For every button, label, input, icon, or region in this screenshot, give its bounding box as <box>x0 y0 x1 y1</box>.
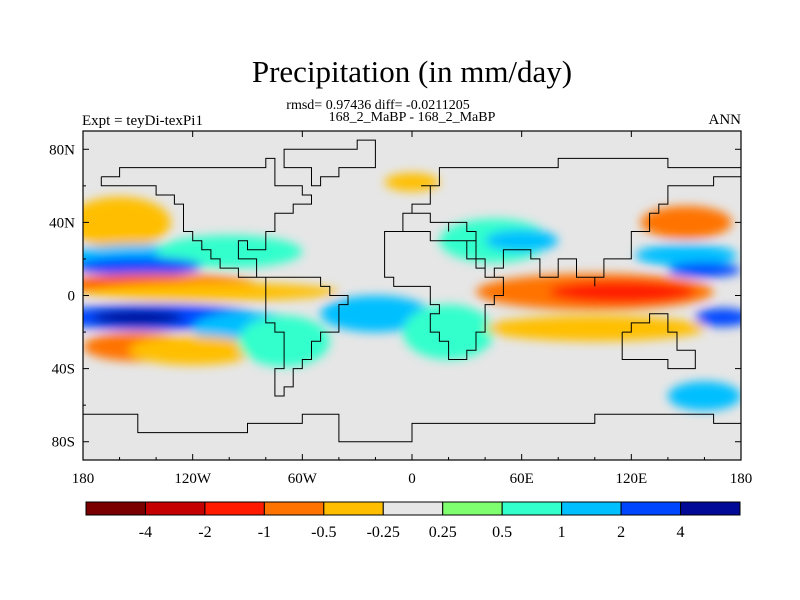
y-tick-label: 80N <box>49 142 75 158</box>
anomaly-region-22 <box>634 244 738 267</box>
anomaly-region-20 <box>485 315 705 342</box>
x-tick-label: 180 <box>72 471 95 487</box>
colorbar-swatch-10 <box>680 501 741 516</box>
colorbar-swatch-3 <box>263 501 325 516</box>
colorbar-label: -1 <box>258 524 271 541</box>
anomaly-region-9 <box>92 310 184 325</box>
colorbar-swatch-1 <box>144 501 206 516</box>
colorbar-swatch-4 <box>323 501 384 516</box>
anomaly-region-12 <box>128 335 257 365</box>
y-tick-label: 40S <box>52 362 75 378</box>
x-tick-label: 60W <box>288 471 318 487</box>
colorbar-swatch-5 <box>382 501 444 516</box>
anomaly-region-17 <box>485 229 559 252</box>
x-axis: 180 120W 60W 0 60E 120E 180 <box>72 131 753 487</box>
colorbar-label: -4 <box>139 524 152 541</box>
colorbar-swatch-2 <box>204 501 265 516</box>
colorbar-label: -2 <box>198 524 211 541</box>
anomaly-region-24 <box>695 308 741 327</box>
anomaly-region-21 <box>640 205 732 239</box>
colorbar-swatch-0 <box>85 501 146 516</box>
colorbar-label: 4 <box>677 524 685 541</box>
y-tick-label: 40N <box>49 215 75 231</box>
x-tick-label: 60E <box>510 471 534 487</box>
colorbar-label: -0.5 <box>311 524 336 541</box>
anomaly-region-25 <box>384 173 440 192</box>
anomaly-region-26 <box>667 381 741 411</box>
anomaly-region-4 <box>83 257 202 276</box>
y-tick-label: 80S <box>52 435 75 451</box>
colorbar: -4 -2 -1 -0.5 -0.25 0.25 0.5 1 2 4 <box>85 501 741 541</box>
y-axis: 80N 40N 0 40S 80S <box>49 142 741 451</box>
colorbar-label: 0.5 <box>492 524 512 541</box>
anomaly-region-23 <box>667 262 741 278</box>
colorbar-swatch-7 <box>501 501 563 516</box>
colorbar-label: 1 <box>558 524 566 541</box>
x-tick-label: 0 <box>408 471 416 487</box>
anomaly-region-7 <box>83 282 339 301</box>
anomaly-region-15 <box>402 304 495 360</box>
colorbar-label: 2 <box>617 524 625 541</box>
anomaly-region-1 <box>83 196 171 248</box>
coastline <box>83 139 741 460</box>
x-tick-label: 180 <box>730 471 753 487</box>
colorbar-label: 0.25 <box>429 524 457 541</box>
chart-subtitle-rmsd: rmsd= 0.97436 diff= -0.0211205 <box>286 98 469 113</box>
colorbar-label: -0.25 <box>367 524 400 541</box>
x-tick-label: 120E <box>615 471 647 487</box>
y-tick-label: 0 <box>68 289 76 305</box>
colorbar-swatch-9 <box>620 501 682 516</box>
chart-subtitle-experiment: 168_2_MaBP - 168_2_MaBP <box>329 110 496 125</box>
chart-right-label: ANN <box>709 112 742 128</box>
anomaly-region-19 <box>549 280 696 303</box>
colorbar-swatch-6 <box>442 501 503 516</box>
chart-left-label: Expt = teyDi-texPi1 <box>82 113 203 129</box>
colorbar-swatch-8 <box>561 501 622 516</box>
x-tick-label: 120W <box>174 471 212 487</box>
chart-title: Precipitation (in mm/day) <box>252 54 572 89</box>
